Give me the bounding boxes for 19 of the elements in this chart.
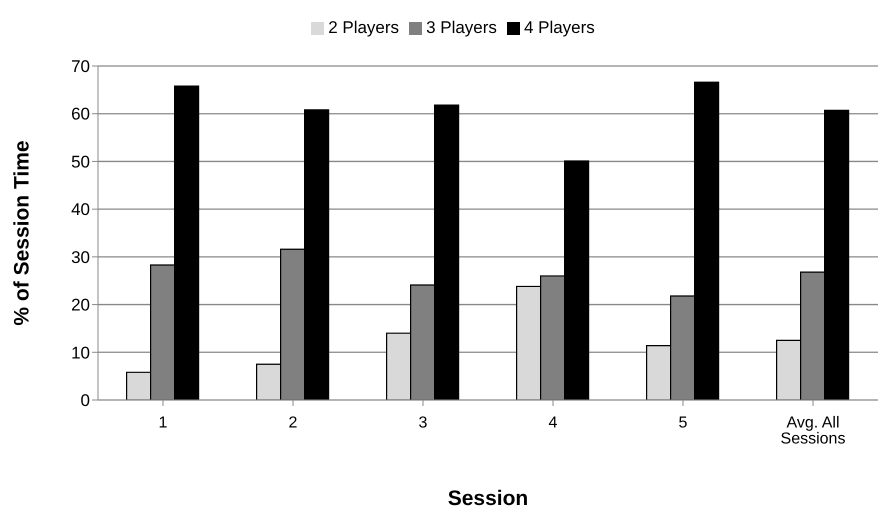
- x-tick-label: 5: [678, 414, 688, 432]
- legend-label: 3 Players: [426, 18, 497, 37]
- legend-label: 4 Players: [524, 18, 595, 37]
- y-tick-label: 70: [71, 57, 90, 76]
- x-tick-label: 3: [418, 414, 428, 432]
- y-tick-label: 30: [71, 248, 90, 267]
- legend-label: 2 Players: [328, 18, 400, 37]
- x-tick-label: 2: [288, 414, 298, 432]
- y-tick-label: 50: [71, 152, 90, 172]
- y-tick-label: 60: [71, 104, 90, 124]
- x-tick-label: 1: [158, 414, 168, 432]
- y-tick-label: 40: [71, 200, 90, 220]
- x-tick-label: 4: [548, 414, 558, 432]
- y-axis-title: % of Session Time: [10, 140, 34, 326]
- x-axis-title: Session: [448, 487, 528, 510]
- x-tick-label: Avg. All Sessions: [780, 414, 846, 448]
- y-tick-label: 10: [71, 343, 90, 362]
- y-tick-label: 20: [71, 296, 90, 315]
- y-tick-label: 0: [80, 391, 90, 410]
